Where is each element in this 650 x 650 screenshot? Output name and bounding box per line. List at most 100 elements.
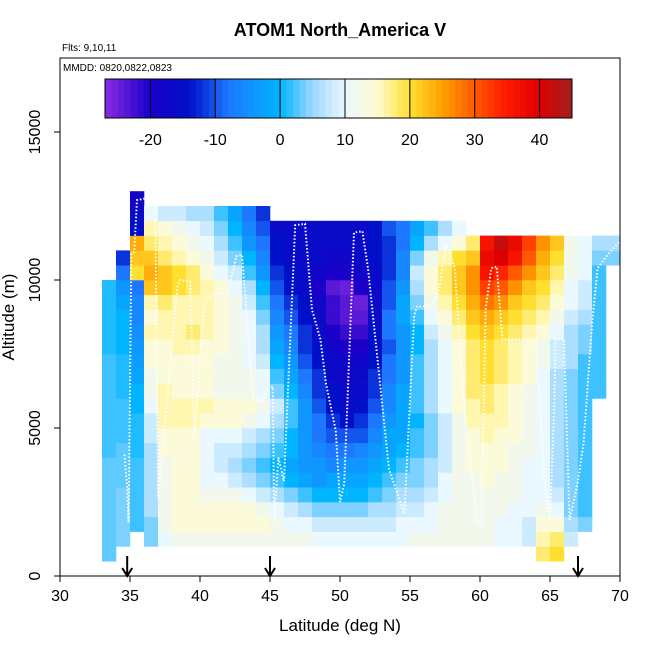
heatmap-cell [130, 280, 145, 296]
heatmap-cell [228, 235, 243, 251]
heatmap-cell [270, 250, 285, 266]
heatmap-cell [312, 428, 327, 444]
heatmap-cell [298, 235, 313, 251]
heatmap-cell [410, 516, 425, 532]
heatmap-cell [200, 235, 215, 251]
heatmap-cell [130, 339, 145, 355]
colorbar-swatch [293, 79, 300, 118]
heatmap-cell [298, 250, 313, 266]
colorbar-swatch [267, 79, 275, 118]
colorbar-swatch [299, 79, 307, 118]
heatmap-cell [452, 502, 467, 518]
heatmap-cell [578, 383, 593, 399]
heatmap-cell [102, 413, 117, 429]
colorbar-swatch [124, 79, 132, 118]
heatmap-cell [214, 339, 229, 355]
heatmap-cell [298, 428, 313, 444]
heatmap-cell [382, 235, 397, 251]
heatmap-cell [522, 309, 537, 325]
heatmap-cell [550, 354, 565, 370]
heatmap-cell [172, 442, 187, 458]
flights-annotation: Flts: 9,10,11 [62, 43, 117, 54]
heatmap-cell [354, 265, 369, 281]
heatmap-cell [396, 309, 411, 325]
heatmap-cell [438, 235, 453, 251]
heatmap-cell [410, 413, 425, 429]
heatmap-cell [200, 309, 215, 325]
heatmap-cell [214, 294, 229, 310]
heatmap-cell [494, 487, 509, 503]
heatmap-cell [410, 472, 425, 488]
heatmap-cell [508, 324, 523, 340]
heatmap-cell [102, 472, 117, 488]
heatmap-cell [536, 516, 551, 532]
heatmap-cell [508, 265, 523, 281]
heatmap-cell [102, 383, 117, 399]
heatmap-cell [158, 354, 173, 370]
colorbar-swatch [215, 79, 223, 118]
colorbar-swatch [533, 79, 540, 118]
heatmap-cell [242, 265, 257, 281]
heatmap-cell [578, 368, 593, 384]
heatmap-cell [592, 235, 607, 251]
heatmap-cell [298, 413, 313, 429]
heatmap-cell [158, 280, 173, 296]
heatmap-cell [130, 472, 145, 488]
heatmap-cell [130, 368, 145, 384]
heatmap-cell [494, 428, 509, 444]
heatmap-cell [480, 354, 495, 370]
heatmap-cell [480, 339, 495, 355]
heatmap-cell [550, 235, 565, 251]
heatmap-cell [494, 368, 509, 384]
heatmap-cell [102, 294, 117, 310]
heatmap-cell [340, 442, 355, 458]
x-axis: 30 35 40 45 50 55 60 65 70 [51, 576, 629, 605]
heatmap-cell [466, 280, 481, 296]
heatmap-cell [256, 413, 271, 429]
heatmap-cell [256, 206, 271, 222]
heatmap-cell [298, 442, 313, 458]
heatmap-cell [228, 457, 243, 473]
heatmap-cell [256, 220, 271, 236]
heatmap-cell [354, 457, 369, 473]
heatmap-cell [452, 442, 467, 458]
heatmap-cell [130, 457, 145, 473]
heatmap-cell [438, 516, 453, 532]
heatmap-cell [158, 413, 173, 429]
heatmap-cell [410, 428, 425, 444]
heatmap-cell [438, 280, 453, 296]
heatmap-cell [354, 487, 369, 503]
heatmap-cell [368, 531, 383, 547]
heatmap-cell [172, 472, 187, 488]
heatmap-cell [326, 457, 341, 473]
heatmap-cell [186, 250, 201, 266]
date-annotation: MMDD: 0820,0822,0823 [63, 63, 172, 74]
heatmap-cell [326, 383, 341, 399]
heatmap-cell [368, 309, 383, 325]
heatmap-cell [256, 309, 271, 325]
heatmap-cell [228, 220, 243, 236]
heatmap-cell [536, 546, 551, 562]
heatmap-cell [494, 294, 509, 310]
heatmap-cell [438, 398, 453, 414]
heatmap-cell [382, 368, 397, 384]
heatmap-cell [144, 280, 159, 296]
heatmap-cell [256, 354, 271, 370]
heatmap-cell [578, 457, 593, 473]
heatmap-cell [466, 354, 481, 370]
heatmap-cell [550, 294, 565, 310]
heatmap-cell [592, 324, 607, 340]
heatmap-cell [382, 383, 397, 399]
heatmap-cell [564, 265, 579, 281]
heatmap-cell [606, 250, 621, 266]
heatmap-cell [550, 398, 565, 414]
heatmap-cell [284, 354, 299, 370]
heatmap-cell [354, 220, 369, 236]
colorbar-tick-label: 0 [276, 132, 285, 149]
heatmap-cell [424, 442, 439, 458]
heatmap-cell [242, 531, 257, 547]
heatmap-cell [102, 428, 117, 444]
heatmap-cell [354, 294, 369, 310]
heatmap-cell [438, 294, 453, 310]
heatmap-cell [522, 457, 537, 473]
